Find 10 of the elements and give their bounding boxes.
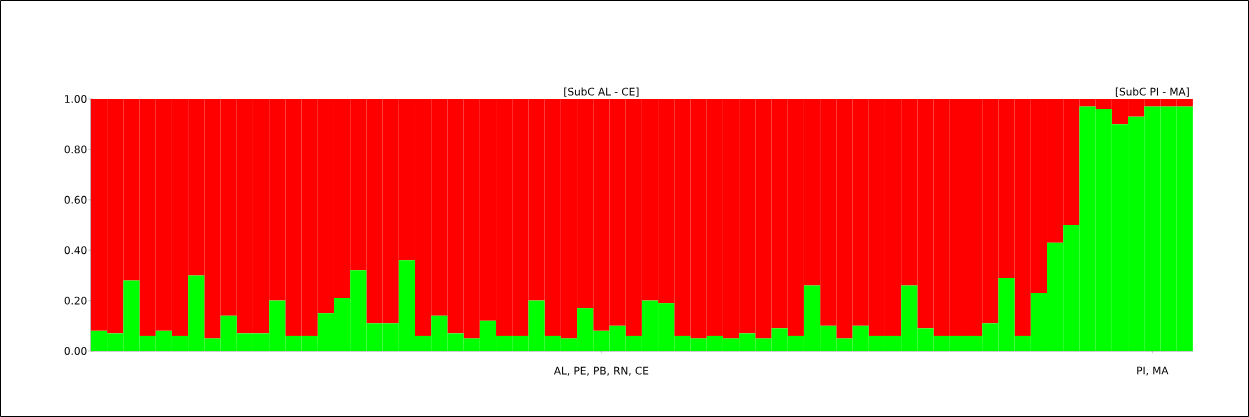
y-tick-label: 0.60 xyxy=(64,195,87,204)
x-tick-label: AL, PE, PB, RN, CE xyxy=(553,366,649,376)
x-tick-label: PI, MA xyxy=(1137,366,1169,376)
y-tick-label: 0.80 xyxy=(64,145,87,154)
text: [SubC AL - CE] xyxy=(564,87,639,97)
y-tick-label: 1.00 xyxy=(65,95,87,103)
y-tick-label: 0.00 xyxy=(64,347,87,355)
y-tick-label: 0.40 xyxy=(64,246,87,255)
y-tick-label: 0.20 xyxy=(64,296,87,305)
text: [SubC PI - MA] xyxy=(1115,87,1189,97)
